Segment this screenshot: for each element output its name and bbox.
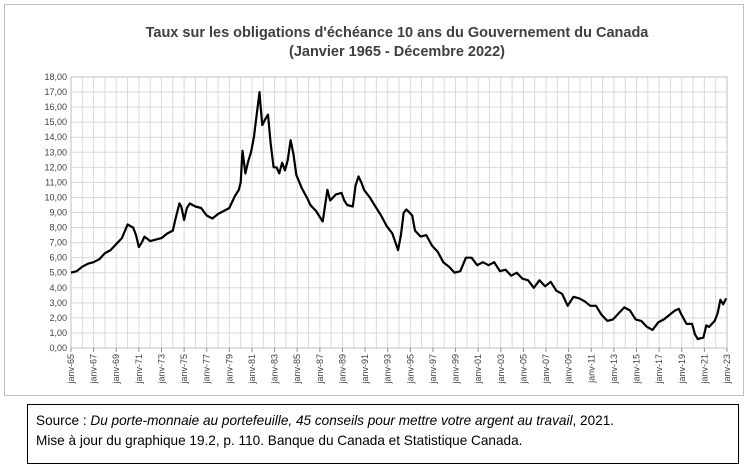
x-tick-label: janv-03 — [496, 354, 506, 385]
x-tick-label: janv-91 — [360, 354, 370, 385]
x-tick-label: janv-75 — [179, 354, 189, 385]
y-axis: 0,00 1,00 2,00 3,00 4,00 5,00 6,00 7,00 8,00 9,00… — [44, 72, 67, 353]
x-tick-label: janv-81 — [247, 354, 257, 385]
x-tick-label: janv-15 — [632, 354, 642, 385]
x-tick-label: janv-93 — [383, 354, 393, 385]
y-tick-label: 8,00 — [49, 223, 67, 233]
y-tick-label: 17,00 — [44, 87, 67, 97]
x-tick-label: janv-11 — [586, 354, 596, 384]
series-line — [70, 90, 728, 341]
y-tick-label: 3,00 — [49, 298, 67, 308]
source-year: , 2021. — [572, 413, 615, 428]
x-tick-label: janv-13 — [609, 354, 619, 385]
x-tick-label: janv-23 — [722, 354, 732, 385]
source-book-title: Du porte-monnaie au portefeuille, 45 con… — [90, 413, 573, 428]
y-tick-label: 2,00 — [49, 313, 67, 323]
y-tick-label: 0,00 — [49, 343, 67, 353]
source-line-2: Mise à jour du graphique 19.2, p. 110. B… — [36, 433, 523, 448]
y-tick-label: 10,00 — [44, 192, 67, 202]
x-tick-label: janv-21 — [699, 354, 709, 385]
x-axis: janv-65 janv-67 janv-69 janv-71 janv-73 janv-… — [66, 348, 732, 385]
x-tick-label: janv-65 — [66, 354, 76, 385]
y-tick-label: 1,00 — [49, 328, 67, 338]
x-tick-label: janv-73 — [156, 354, 166, 385]
x-tick-label: janv-67 — [89, 354, 99, 385]
y-tick-label: 5,00 — [49, 268, 67, 278]
x-tick-label: janv-05 — [518, 354, 528, 385]
series — [70, 90, 728, 341]
y-tick-label: 7,00 — [49, 238, 67, 248]
y-tick-label: 18,00 — [44, 72, 67, 82]
source-line-1: Source : Du porte-monnaie au portefeuill… — [36, 411, 730, 431]
y-tick-label: 13,00 — [44, 147, 67, 157]
x-tick-label: janv-77 — [202, 354, 212, 385]
y-tick-label: 15,00 — [44, 117, 67, 127]
x-tick-label: janv-83 — [270, 354, 280, 385]
y-tick-label: 9,00 — [49, 208, 67, 218]
chart-area: Taux sur les obligations d'échéance 10 a… — [4, 4, 744, 396]
x-tick-label: janv-89 — [337, 354, 347, 385]
line-chart: Taux sur les obligations d'échéance 10 a… — [44, 25, 732, 385]
y-tick-label: 11,00 — [45, 177, 67, 187]
chart-subtitle: (Janvier 1965 - Décembre 2022) — [289, 44, 505, 60]
x-tick-label: janv-07 — [541, 354, 551, 385]
gridlines — [70, 76, 728, 349]
x-tick-label: janv-19 — [677, 354, 687, 385]
x-tick-label: janv-97 — [428, 354, 438, 385]
y-tick-label: 16,00 — [44, 102, 67, 112]
x-tick-label: janv-69 — [111, 354, 121, 385]
y-tick-label: 6,00 — [49, 253, 67, 263]
x-tick-label: janv-17 — [654, 354, 664, 385]
y-tick-label: 4,00 — [49, 283, 67, 293]
x-tick-label: janv-87 — [315, 354, 325, 385]
plot-border — [70, 76, 728, 349]
x-tick-label: janv-99 — [451, 354, 461, 385]
y-tick-label: 12,00 — [44, 162, 67, 172]
source-note: Source : Du porte-monnaie au portefeuill… — [27, 404, 739, 464]
x-tick-label: janv-01 — [473, 354, 483, 385]
y-tick-label: 14,00 — [44, 132, 67, 142]
x-tick-label: janv-95 — [405, 354, 415, 385]
x-tick-label: janv-85 — [292, 354, 302, 385]
x-tick-label: janv-71 — [134, 354, 144, 385]
chart-title: Taux sur les obligations d'échéance 10 a… — [146, 25, 650, 41]
source-prefix: Source : — [36, 413, 91, 428]
x-tick-label: janv-09 — [564, 354, 574, 385]
x-tick-label: janv-79 — [224, 354, 234, 385]
